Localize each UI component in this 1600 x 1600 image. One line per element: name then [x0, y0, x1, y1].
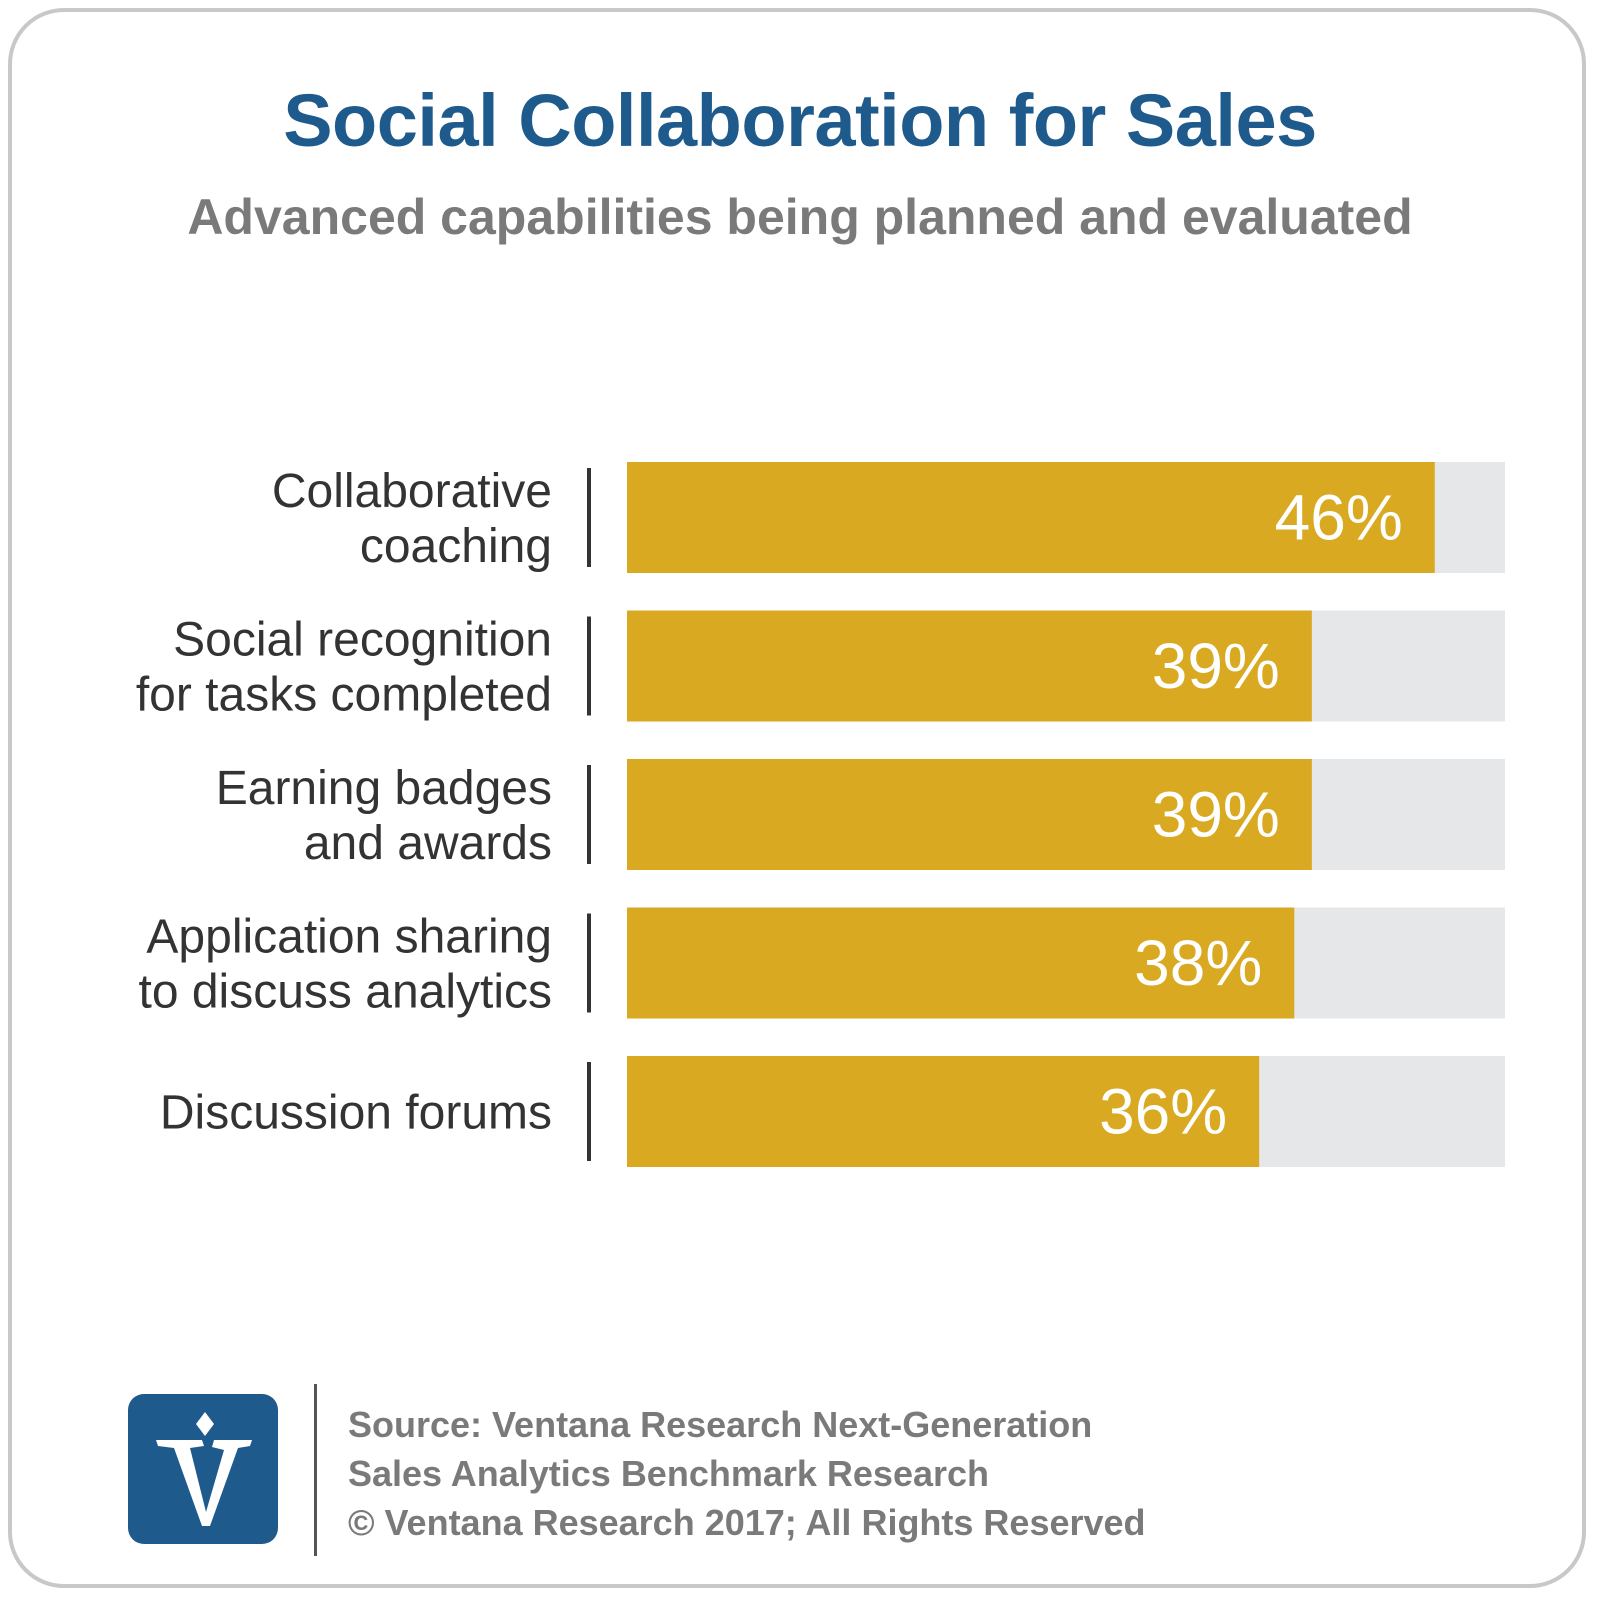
bar-value-label: 39% — [1152, 630, 1280, 702]
source-footer: Source: Ventana Research Next-Generation… — [348, 1400, 1348, 1547]
bar-value-label: 38% — [1134, 927, 1262, 999]
category-label: Earning badges — [216, 762, 552, 815]
bar — [627, 610, 1312, 722]
bar — [627, 907, 1295, 1019]
category-label: Social recognition — [173, 614, 552, 667]
chart-subtitle: Advanced capabilities being planned and … — [187, 189, 1413, 245]
category-tick — [587, 1062, 591, 1161]
bar — [627, 1056, 1260, 1167]
ventana-logo — [128, 1394, 278, 1544]
category-label: Collaborative — [272, 465, 552, 518]
chart-title: Social Collaboration for Sales — [283, 79, 1317, 162]
category-label: Application sharing — [146, 911, 552, 964]
bar — [627, 759, 1312, 870]
ventana-v-logo-icon — [156, 1412, 252, 1526]
category-label: Discussion forums — [160, 1087, 552, 1140]
category-label: for tasks completed — [136, 669, 552, 722]
footer-divider — [314, 1384, 317, 1556]
category-tick — [587, 616, 591, 716]
footer-line-2: Sales Analytics Benchmark Research — [348, 1453, 990, 1494]
footer-line-1: Source: Ventana Research Next-Generation — [348, 1404, 1093, 1445]
category-label: and awards — [304, 817, 552, 870]
category-label: to discuss analytics — [138, 966, 552, 1019]
category-label: coaching — [360, 520, 552, 573]
footer-line-3: © Ventana Research 2017; All Rights Rese… — [348, 1502, 1146, 1543]
bar — [627, 462, 1435, 573]
category-tick — [587, 913, 591, 1013]
category-tick — [587, 468, 591, 567]
bar-value-label: 36% — [1099, 1076, 1227, 1148]
bar-value-label: 46% — [1275, 482, 1403, 554]
bar-value-label: 39% — [1152, 779, 1280, 851]
category-tick — [587, 765, 591, 864]
